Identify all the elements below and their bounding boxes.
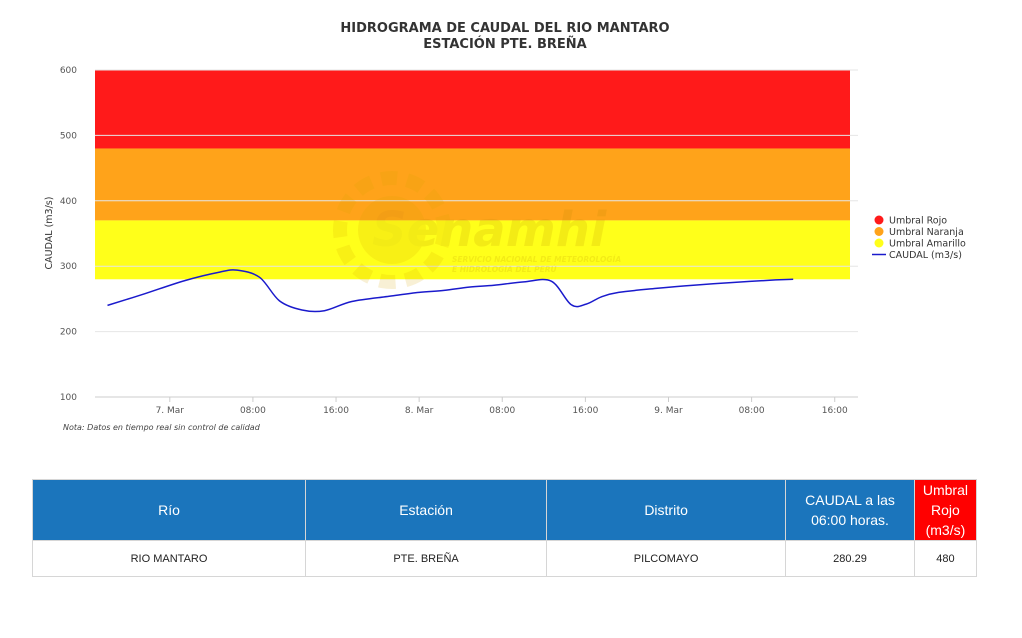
y-tick-label: 500 [60, 131, 77, 141]
header-estacion: Estación [305, 479, 548, 541]
watermark-line-1: SERVICIO NACIONAL DE METEOROLOGÍA [452, 255, 621, 264]
sun-logo-icon [333, 171, 451, 289]
x-tick-label: 7. Mar [156, 406, 185, 416]
legend-label-0: Umbral Rojo [889, 216, 947, 227]
cell-estacion: PTE. BREÑA [305, 540, 548, 577]
threshold-band-1 [95, 148, 850, 221]
data-quality-note: Nota: Datos en tiempo real sin control d… [63, 423, 261, 432]
y-axis-ticks: 100 200 300 400 500 600 [60, 66, 77, 403]
x-tick-label: 16:00 [822, 406, 848, 416]
y-tick-label: 200 [60, 328, 77, 338]
chart-subtitle: ESTACIÓN PTE. BREÑA [423, 36, 586, 52]
table-row: RIO MANTARO PTE. BREÑA PILCOMAYO 280.29 … [31, 540, 978, 577]
threshold-band-0 [95, 70, 850, 149]
x-tick-label: 08:00 [739, 406, 765, 416]
x-tick-label: 08:00 [489, 406, 515, 416]
y-tick-label: 400 [60, 197, 77, 207]
header-distrito: Distrito [546, 479, 787, 541]
cell-distrito: PILCOMAYO [546, 540, 787, 577]
legend-marker-2 [874, 238, 884, 248]
legend-label-1: Umbral Naranja [889, 227, 964, 238]
legend-marker-1 [874, 227, 884, 236]
header-umbral-rojo: Umbral Rojo (m3/s) [913, 479, 978, 541]
cell-caudal: 280.29 [785, 540, 915, 577]
series-line-caudal [107, 269, 794, 313]
legend-label-series: CAUDAL (m3/s) [889, 250, 962, 261]
x-axis-ticks: 7. Mar 08:00 16:00 8. Mar 08:00 16:00 9. Mar 08… [156, 397, 848, 416]
hydrograph-chart: HIDROGRAMA DE CAUDAL DEL RIO MANTARO EST… [44, 21, 966, 432]
x-tick-label: 08:00 [240, 406, 266, 416]
header-caudal-06: CAUDAL a las 06:00 horas. [785, 479, 915, 541]
cell-umbral-rojo: 480 [913, 540, 978, 577]
legend-label-2: Umbral Amarillo [889, 239, 966, 250]
header-rio: Río [31, 479, 307, 541]
y-tick-label: 300 [60, 262, 77, 272]
x-tick-label: 16:00 [323, 406, 349, 416]
x-tick-label: 9. Mar [654, 406, 683, 416]
senamhi-watermark: Senamhi SERVICIO NACIONAL DE METEOROLOGÍ… [333, 171, 621, 289]
threshold-band-2 [95, 220, 850, 280]
y-tick-label: 100 [60, 393, 77, 403]
x-tick-label: 8. Mar [405, 406, 434, 416]
y-tick-label: 600 [60, 66, 77, 76]
table-header-row: Río Estación Distrito CAUDAL a las 06:00… [31, 479, 978, 541]
x-tick-label: 16:00 [572, 406, 598, 416]
threshold-bands [95, 70, 850, 280]
chart-title: HIDROGRAMA DE CAUDAL DEL RIO MANTARO [340, 21, 669, 36]
legend-marker-0 [874, 215, 884, 225]
cell-rio: RIO MANTARO [31, 540, 307, 577]
watermark-brand: Senamhi [372, 202, 607, 258]
watermark-line-2: E HIDROLOGÍA DEL PERÚ [452, 265, 557, 274]
station-info-table: Río Estación Distrito CAUDAL a las 06:00… [31, 479, 978, 577]
y-axis-title: CAUDAL (m3/s) [44, 197, 55, 270]
